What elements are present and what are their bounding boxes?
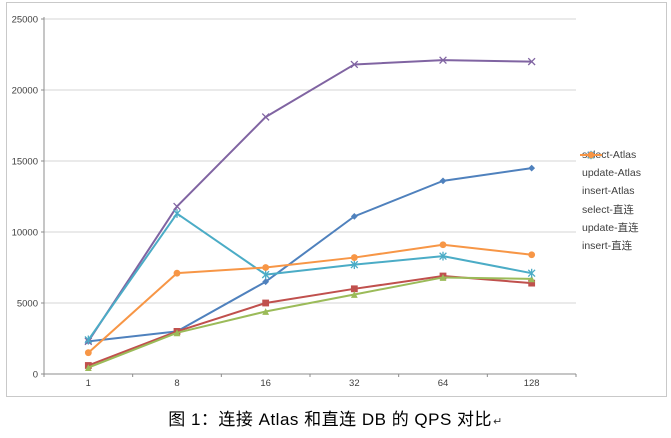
series-insert-Atlas xyxy=(84,274,536,372)
series-line-update-Atlas xyxy=(87,275,532,367)
series-line-select-直连 xyxy=(87,59,532,342)
figure-caption: 图 1：连接 Atlas 和直连 DB 的 QPS 对比↵ xyxy=(0,405,671,430)
series-line-update-直连 xyxy=(87,212,532,341)
legend-label: select-直连 xyxy=(582,203,634,216)
square-marker xyxy=(262,299,270,307)
y-tick-label: 10000 xyxy=(12,228,38,239)
legend-label: update-直连 xyxy=(582,221,639,234)
x-marker xyxy=(439,56,447,65)
legend-item-insert-Atlas[interactable]: insert-Atlas xyxy=(579,151,641,197)
legend-label: insert-直连 xyxy=(582,239,633,252)
y-tick-label: 0 xyxy=(33,370,38,381)
series-line-insert-Atlas xyxy=(87,276,532,369)
x-tick-label: 8 xyxy=(174,378,179,389)
circle-marker xyxy=(84,349,92,357)
series-line-insert-直连 xyxy=(87,243,532,354)
diamond-marker xyxy=(528,164,536,172)
series-select-直连 xyxy=(84,56,536,346)
y-tick-label: 20000 xyxy=(12,86,38,97)
x-tick-label: 64 xyxy=(438,378,449,389)
series-insert-直连 xyxy=(84,241,536,357)
legend-item-select-直连[interactable]: select-直连 xyxy=(579,151,641,216)
y-tick-label: 25000 xyxy=(12,15,38,26)
legend: select-Atlas update-Atlas insert-Atlas sele… xyxy=(579,149,641,252)
legend-label: select-Atlas xyxy=(582,149,637,161)
circle-marker xyxy=(262,264,270,271)
x-tick-label: 1 xyxy=(86,378,91,389)
x-tick-label: 128 xyxy=(524,378,540,389)
x-tick-label: 16 xyxy=(260,378,271,389)
y-tick-label: 15000 xyxy=(12,157,38,168)
triangle-marker xyxy=(528,275,536,283)
legend-item-insert-直连[interactable]: insert-直连 xyxy=(579,151,641,252)
legend-label: update-Atlas xyxy=(582,167,641,179)
triangle-marker xyxy=(84,364,92,372)
triangle-marker xyxy=(439,274,447,281)
series-update-直连 xyxy=(84,209,536,345)
series-select-Atlas xyxy=(84,164,536,345)
x-marker xyxy=(527,57,536,66)
y-tick-label: 5000 xyxy=(17,299,38,310)
chart-area[interactable]: 0 5000 10000 15000 20000 25000 1 8 16 32 64 128 sel… xyxy=(6,2,667,397)
diamond-marker xyxy=(439,177,447,185)
square-marker xyxy=(528,279,536,287)
figure-caption-text: 图 1：连接 Atlas 和直连 DB 的 QPS 对比 xyxy=(168,410,493,429)
circle-marker xyxy=(528,251,536,259)
square-marker xyxy=(350,285,358,293)
legend-label: insert-Atlas xyxy=(582,185,635,197)
x-marker xyxy=(173,202,181,211)
plot-canvas: 0 5000 10000 15000 20000 25000 1 8 16 32 64 128 xyxy=(12,15,577,389)
x-marker xyxy=(261,113,270,121)
diamond-marker xyxy=(350,212,358,220)
series-line-select-Atlas xyxy=(88,167,532,343)
series-update-Atlas xyxy=(84,272,536,369)
x-tick-label: 32 xyxy=(349,378,360,389)
paragraph-mark-icon: ↵ xyxy=(493,416,503,428)
triangle-marker xyxy=(350,291,358,298)
x-marker xyxy=(350,60,359,69)
legend-item-update-直连[interactable]: update-直连 xyxy=(579,150,641,234)
legend-swatch-circle-icon xyxy=(580,151,602,159)
triangle-marker xyxy=(173,329,181,337)
circle-marker xyxy=(350,254,358,261)
circle-marker xyxy=(587,151,595,159)
diamond-marker xyxy=(262,278,270,286)
triangle-marker xyxy=(262,308,270,315)
circle-marker xyxy=(173,269,181,277)
legend-item-update-Atlas[interactable]: update-Atlas xyxy=(579,151,641,179)
circle-marker xyxy=(439,241,447,249)
